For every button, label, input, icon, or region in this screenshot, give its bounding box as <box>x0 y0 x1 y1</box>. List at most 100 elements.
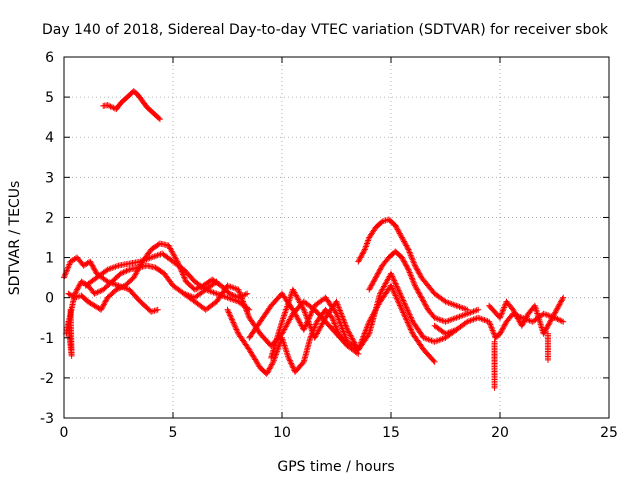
data-marker <box>559 296 566 303</box>
data-marker <box>228 316 235 323</box>
data-marker <box>342 334 349 341</box>
data-marker <box>308 309 315 316</box>
data-marker <box>95 288 102 295</box>
data-point <box>170 258 176 265</box>
data-marker <box>397 231 404 238</box>
data-marker <box>230 319 237 326</box>
data-marker <box>500 324 507 331</box>
data-marker <box>414 286 421 293</box>
data-marker <box>242 305 249 312</box>
data-point <box>135 92 142 99</box>
data-point <box>544 338 551 345</box>
data-point <box>425 306 432 313</box>
data-point <box>486 302 493 309</box>
data-marker <box>398 293 405 300</box>
data-marker <box>74 285 81 292</box>
data-marker <box>402 303 409 310</box>
data-marker <box>422 301 429 308</box>
data-marker <box>235 288 242 295</box>
data-marker <box>299 360 306 367</box>
data-marker <box>76 282 83 289</box>
data-point <box>183 278 190 285</box>
data-marker <box>499 325 506 332</box>
data-point <box>224 282 231 289</box>
data-point <box>335 330 342 337</box>
data-point <box>409 318 416 325</box>
data-point <box>418 294 425 301</box>
data-point <box>322 306 329 313</box>
data-marker <box>309 306 316 313</box>
data-marker <box>404 245 411 252</box>
data-marker <box>390 276 397 283</box>
data-marker <box>342 320 349 327</box>
data-marker <box>358 253 365 260</box>
data-point <box>108 104 115 111</box>
data-marker <box>388 272 395 279</box>
data-marker <box>407 250 414 257</box>
data-marker <box>389 274 396 281</box>
series-spike-t0 <box>65 306 75 359</box>
data-marker <box>401 259 408 266</box>
data-point <box>148 246 155 253</box>
data-point <box>71 294 78 301</box>
data-marker <box>406 311 413 318</box>
data-point <box>329 314 336 321</box>
data-marker <box>544 322 551 329</box>
data-point <box>148 108 155 115</box>
data-point <box>246 334 253 341</box>
data-point <box>409 330 416 337</box>
data-marker <box>395 287 402 294</box>
data-point <box>411 262 418 269</box>
data-marker <box>369 281 376 288</box>
data-marker <box>402 241 409 248</box>
data-marker <box>356 255 363 262</box>
data-marker <box>242 291 249 298</box>
data-point <box>300 306 307 313</box>
data-marker <box>546 320 553 327</box>
data-marker <box>233 326 240 333</box>
data-marker <box>309 308 316 315</box>
data-point <box>117 100 124 107</box>
data-marker <box>227 313 234 320</box>
data-point <box>235 330 242 337</box>
data-marker <box>343 323 350 330</box>
data-marker <box>557 300 564 307</box>
data-marker <box>358 251 365 258</box>
data-marker <box>120 269 127 276</box>
data-marker <box>488 324 495 331</box>
data-marker <box>91 266 98 273</box>
data-marker <box>395 286 402 293</box>
data-marker <box>333 326 340 333</box>
data-marker <box>417 271 424 278</box>
data-point <box>442 318 449 325</box>
series-track-9 <box>355 216 471 313</box>
data-marker <box>265 368 272 375</box>
data-marker <box>550 312 557 319</box>
data-point <box>442 330 449 337</box>
data-marker <box>307 311 314 318</box>
data-point <box>398 234 405 241</box>
data-marker <box>397 303 404 310</box>
data-marker <box>399 296 406 303</box>
data-point <box>65 318 72 325</box>
data-marker <box>392 292 399 299</box>
data-point <box>392 222 399 229</box>
data-marker <box>303 312 310 319</box>
data-marker <box>341 319 348 326</box>
data-marker <box>237 292 244 299</box>
data-marker <box>100 302 107 309</box>
data-marker <box>499 326 506 333</box>
data-marker <box>306 321 313 328</box>
data-marker <box>308 327 315 334</box>
data-point <box>279 290 285 297</box>
data-point <box>67 342 74 349</box>
data-marker <box>399 235 406 242</box>
data-point <box>525 310 532 317</box>
data-marker <box>391 279 398 286</box>
data-point <box>143 104 150 111</box>
data-marker <box>341 331 348 338</box>
data-point <box>143 262 150 269</box>
data-point <box>553 306 560 313</box>
data-marker <box>400 309 407 316</box>
data-marker <box>412 283 419 290</box>
